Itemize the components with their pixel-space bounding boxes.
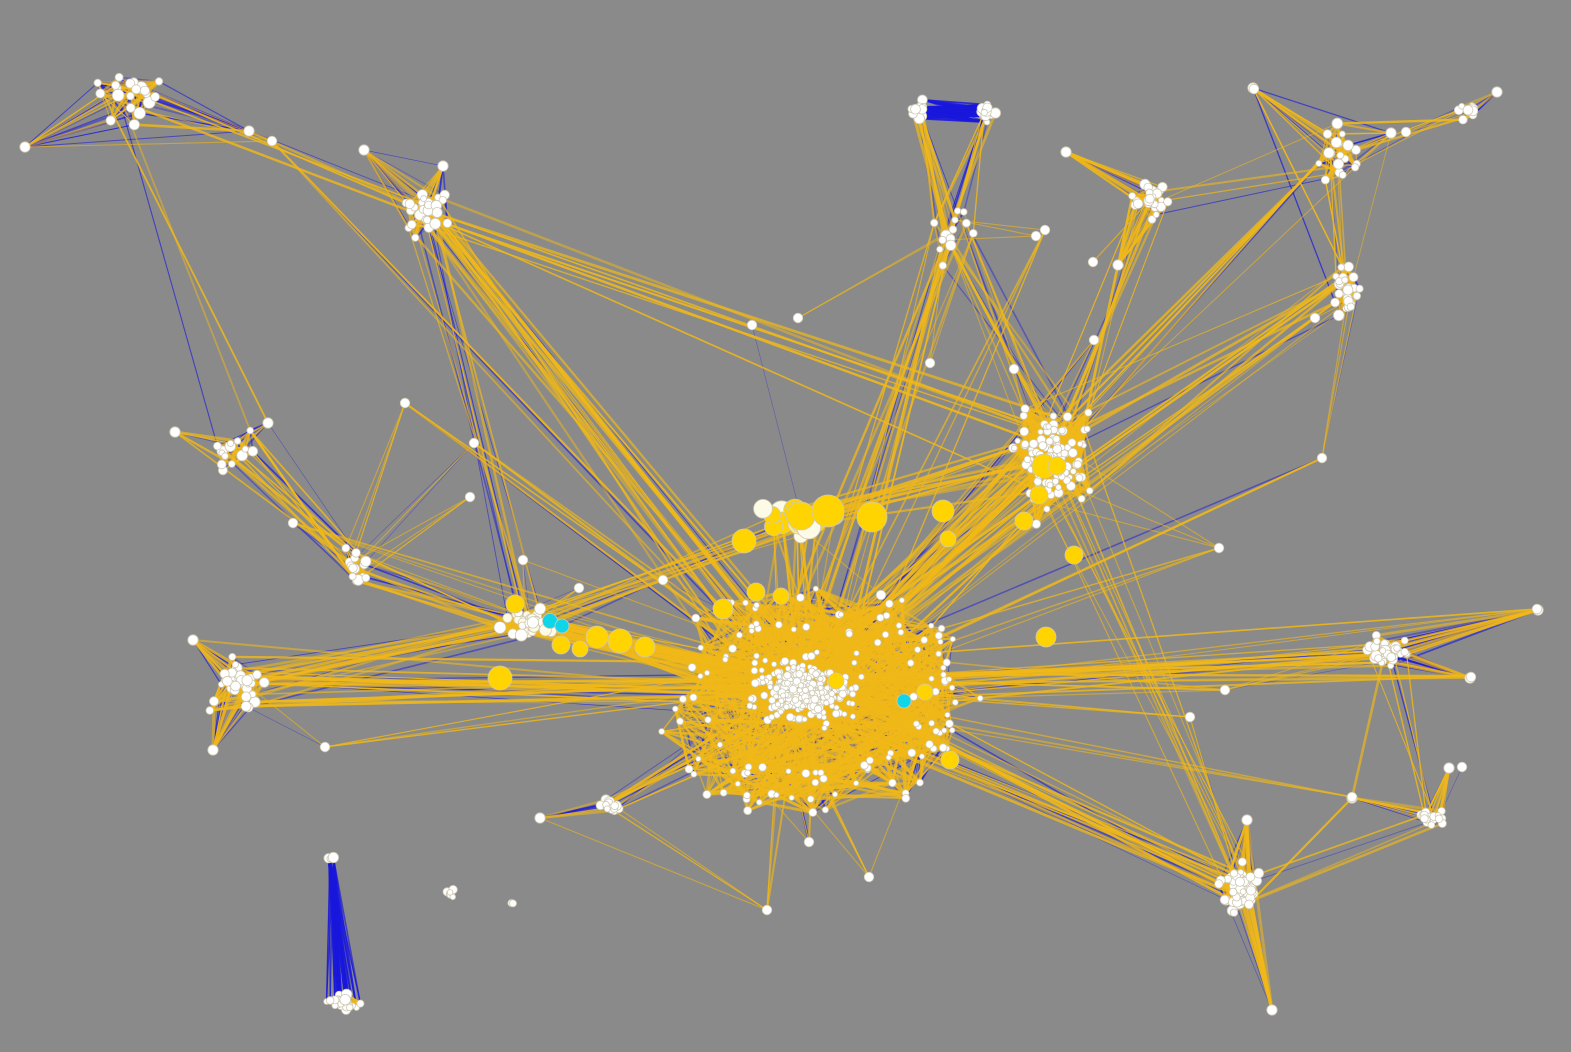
blue-edge bbox=[248, 630, 552, 709]
blue-edge bbox=[963, 121, 988, 213]
blue-edge bbox=[352, 442, 475, 577]
gold-edge bbox=[192, 638, 237, 666]
blue-edge bbox=[328, 858, 350, 1006]
blue-edge bbox=[332, 857, 336, 1000]
blue-edge bbox=[965, 222, 1085, 446]
blue-edge bbox=[245, 706, 326, 748]
blue-edge bbox=[325, 858, 331, 1002]
blue-edge bbox=[1156, 174, 1343, 216]
blue-edge bbox=[327, 858, 339, 1002]
gold-edge bbox=[174, 431, 231, 444]
blue-edge bbox=[24, 82, 99, 148]
blue-edge bbox=[24, 124, 135, 148]
blue-edge bbox=[117, 95, 218, 447]
gold-edge bbox=[212, 705, 247, 751]
gold-edge bbox=[174, 431, 233, 465]
gold-edge bbox=[363, 149, 444, 202]
blue-edge bbox=[158, 80, 250, 132]
blue-edge bbox=[328, 858, 337, 1002]
gold-edge bbox=[192, 639, 247, 708]
blue-edge bbox=[332, 857, 342, 1006]
blue-edge bbox=[119, 76, 160, 83]
blue-edge bbox=[332, 857, 340, 996]
blue-edge bbox=[751, 324, 803, 521]
blue-edge bbox=[329, 857, 335, 1001]
blue-edge bbox=[24, 112, 140, 148]
gold-edge bbox=[24, 119, 112, 149]
gold-edge bbox=[174, 430, 238, 443]
blue-edge bbox=[915, 108, 988, 124]
blue-edge bbox=[517, 587, 580, 615]
blue-edge bbox=[1225, 900, 1273, 1011]
blue-edge bbox=[1252, 87, 1336, 303]
gold-edge bbox=[409, 165, 444, 205]
gold-edge bbox=[363, 149, 410, 229]
blue-edge bbox=[329, 858, 340, 996]
blue-edge bbox=[363, 149, 444, 167]
gold-edge bbox=[24, 94, 119, 148]
gold-edge bbox=[212, 685, 237, 751]
blue-edge bbox=[1347, 132, 1392, 146]
blue-edge bbox=[1252, 87, 1392, 134]
blue-edge bbox=[354, 442, 475, 559]
blue-edge bbox=[423, 198, 529, 633]
blue-edge bbox=[332, 857, 362, 1004]
blue-edge bbox=[1240, 819, 1434, 886]
